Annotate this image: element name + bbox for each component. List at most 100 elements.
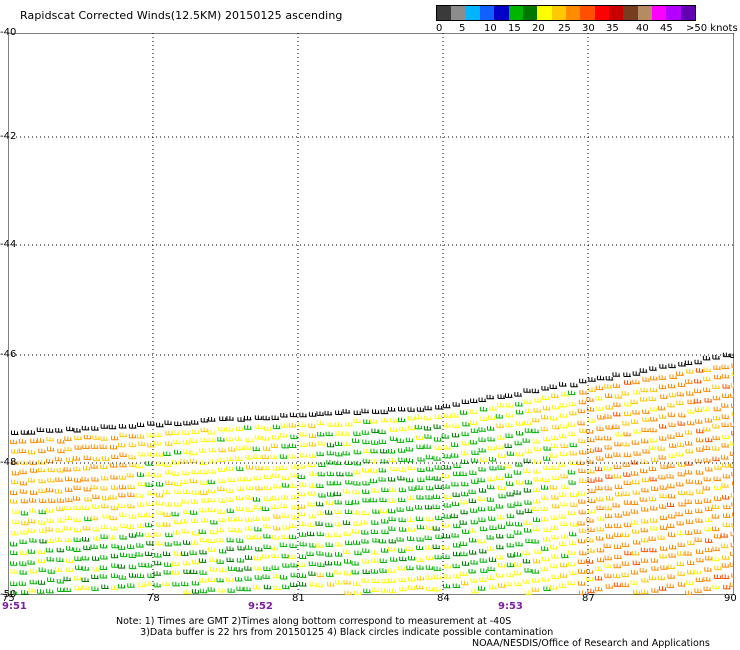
wind-barb: [676, 481, 684, 487]
wind-barb: [498, 583, 506, 588]
wind-barb: [342, 450, 351, 456]
wind-barb: [451, 412, 459, 418]
wind-barb: [506, 521, 514, 526]
wind-barb: [56, 578, 65, 584]
wind-barb: [678, 490, 686, 495]
wind-barb: [290, 582, 298, 588]
wind-barb: [342, 520, 351, 525]
wind-barb: [189, 550, 198, 555]
wind-barb: [578, 528, 587, 533]
wind-barb: [524, 528, 532, 533]
wind-barb: [705, 538, 713, 543]
wind-barb: [154, 432, 163, 438]
wind-barb: [406, 565, 414, 571]
wind-barb: [694, 458, 703, 464]
wind-barb: [308, 561, 317, 566]
wind-barb: [308, 423, 316, 428]
wind-barb: [119, 535, 127, 540]
wind-barb: [100, 464, 108, 470]
wind-barb: [669, 374, 677, 379]
wind-barb: [353, 449, 362, 455]
wind-barb: [434, 484, 443, 489]
wind-barb: [333, 480, 342, 486]
wind-barb: [28, 518, 36, 524]
wind-barb: [451, 533, 460, 538]
wind-barb: [668, 422, 676, 427]
wind-barb: [74, 585, 83, 591]
wind-barb: [219, 416, 227, 421]
wind-barb: [127, 583, 135, 588]
wind-barb: [453, 471, 461, 477]
wind-barb: [173, 529, 181, 535]
wind-barb: [676, 371, 684, 376]
wind-barb: [343, 579, 352, 585]
wind-barb: [497, 435, 505, 440]
wind-barb: [478, 447, 487, 453]
wind-barb: [613, 523, 622, 529]
wind-barb: [64, 515, 73, 521]
wind-barb: [657, 405, 666, 411]
wind-barb: [398, 497, 406, 503]
wind-barb: [667, 402, 675, 408]
wind-barb: [657, 446, 666, 451]
wind-barb: [630, 500, 639, 506]
wind-barb: [722, 522, 731, 528]
wind-barb: [38, 488, 47, 494]
wind-barb: [380, 548, 389, 553]
wind-barb: [390, 427, 398, 432]
wind-barb: [604, 383, 612, 389]
wind-barb: [578, 468, 586, 474]
wind-barb: [470, 420, 478, 426]
wind-barb: [606, 534, 614, 539]
wind-barb: [147, 451, 155, 457]
wind-barb: [642, 417, 650, 422]
wind-barb: [579, 378, 587, 384]
wind-barb: [604, 435, 612, 441]
time-label: 9:52: [248, 601, 273, 612]
wind-barb: [641, 477, 650, 483]
wind-barb: [19, 480, 28, 486]
wind-barb: [289, 412, 298, 418]
wind-barb: [612, 424, 621, 429]
wind-barb: [128, 442, 137, 448]
wind-barb: [91, 426, 99, 431]
wind-barb: [641, 577, 649, 583]
wind-barb: [219, 567, 227, 573]
wind-barb: [334, 499, 343, 505]
legend-swatch: [666, 6, 681, 20]
wind-barb: [515, 480, 524, 485]
wind-barb: [173, 481, 182, 487]
wind-barb: [426, 586, 434, 592]
wind-barb: [523, 520, 531, 525]
wind-barb: [144, 551, 153, 557]
wind-barb: [659, 436, 667, 441]
wind-barb: [523, 468, 531, 473]
wind-barb: [10, 550, 18, 556]
wind-barb: [543, 446, 551, 451]
legend-swatch: [508, 6, 523, 20]
wind-barb: [469, 439, 478, 445]
wind-barb: [307, 522, 315, 527]
wind-barb: [729, 562, 734, 567]
wind-barb: [621, 390, 630, 396]
wind-barb: [587, 478, 596, 483]
wind-barb: [192, 490, 200, 495]
wind-barb: [452, 563, 461, 569]
wind-barb: [226, 557, 235, 562]
wind-barb: [630, 580, 639, 585]
wind-barb: [200, 517, 209, 523]
wind-barb: [180, 518, 189, 524]
wind-barb: [263, 533, 271, 539]
wind-barb: [730, 353, 734, 359]
wind-barb: [632, 389, 641, 395]
wind-barb: [704, 417, 713, 423]
wind-barb: [426, 485, 434, 491]
wind-barb: [216, 559, 225, 564]
wind-barb: [144, 562, 153, 568]
wind-barb: [28, 588, 37, 593]
wind-barb: [577, 569, 586, 574]
wind-barb: [533, 487, 541, 493]
wind-barb: [253, 504, 262, 510]
wind-barb: [100, 485, 108, 491]
wind-barb: [722, 473, 731, 479]
